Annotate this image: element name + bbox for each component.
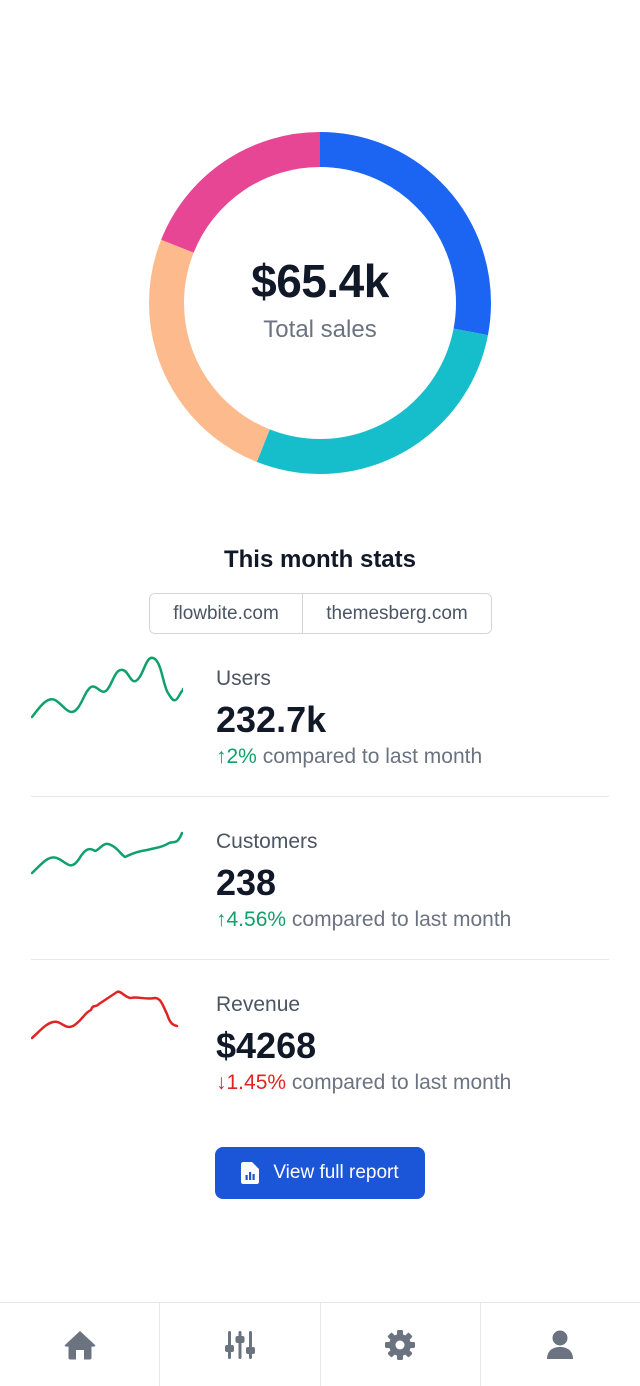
revenue-sparkline (31, 990, 179, 1040)
customers-delta: ↑4.56% (216, 908, 286, 931)
stat-row-customers: Customers 238 ↑4.56% compared to last mo… (31, 797, 609, 960)
arrow-down-icon: ↓ (216, 1071, 227, 1094)
total-sales-value: $65.4k (251, 255, 389, 307)
customers-change: ↑4.56% compared to last month (216, 906, 511, 934)
donut-segment-3 (149, 132, 491, 474)
source-flowbite-button[interactable]: flowbite.com (150, 594, 303, 633)
customers-value: 238 (216, 862, 277, 903)
nav-home[interactable] (0, 1303, 161, 1386)
donut-segment-2 (149, 132, 491, 474)
users-delta-value: 2% (226, 745, 257, 768)
users-sparkline (31, 656, 183, 719)
stat-row-users: Users 232.7k ↑2% compared to last month (31, 634, 609, 797)
users-delta: ↑2% (216, 745, 257, 768)
customers-stat: Customers 238 ↑4.56% compared to last mo… (216, 829, 511, 934)
revenue-value: $4268 (216, 1025, 317, 1066)
revenue-change: ↓1.45% compared to last month (216, 1069, 511, 1097)
users-sparkline-path (31, 656, 183, 719)
users-value: 232.7k (216, 699, 327, 740)
stat-row-revenue: Revenue $4268 ↓1.45% compared to last mo… (31, 960, 609, 1123)
revenue-sparkline-path (31, 990, 179, 1040)
customers-sparkline (31, 831, 183, 875)
user-icon (547, 1330, 574, 1359)
stats-title: This month stats (223, 546, 416, 573)
total-sales-donut: $65.4k Total sales (149, 132, 491, 474)
gear-icon (385, 1329, 416, 1360)
home-icon (64, 1330, 95, 1359)
users-change-suffix: compared to last month (262, 745, 483, 768)
users-label: Users (216, 667, 271, 690)
users-stat: Users 232.7k ↑2% compared to last month (216, 666, 482, 771)
donut-center: $65.4k Total sales (149, 132, 491, 474)
total-sales-label: Total sales (263, 316, 377, 343)
nav-settings[interactable] (321, 1303, 481, 1386)
nav-profile[interactable] (481, 1303, 640, 1386)
bottom-nav (0, 1302, 640, 1386)
source-toggle: flowbite.com themesberg.com (149, 593, 492, 634)
users-change: ↑2% compared to last month (216, 743, 482, 771)
revenue-change-suffix: compared to last month (291, 1071, 512, 1094)
revenue-stat: Revenue $4268 ↓1.45% compared to last mo… (216, 992, 511, 1097)
customers-delta-value: 4.56% (226, 908, 287, 931)
source-themesberg-button[interactable]: themesberg.com (303, 594, 491, 633)
view-full-report-button[interactable]: View full report (215, 1147, 425, 1199)
arrow-up-icon: ↑ (216, 908, 227, 931)
arrow-up-icon: ↑ (216, 745, 227, 768)
view-full-report-label: View full report (273, 1162, 399, 1183)
customers-sparkline-path (31, 831, 183, 875)
donut-segment-4 (149, 132, 491, 474)
revenue-delta: ↓1.45% (216, 1071, 286, 1094)
nav-adjustments[interactable] (160, 1303, 321, 1386)
customers-change-suffix: compared to last month (291, 908, 512, 931)
revenue-delta-value: 1.45% (226, 1071, 287, 1094)
revenue-label: Revenue (216, 993, 301, 1016)
file-chart-icon (241, 1162, 260, 1184)
customers-label: Customers (216, 830, 318, 853)
donut-chart-svg (149, 132, 491, 474)
sliders-icon (224, 1330, 255, 1359)
